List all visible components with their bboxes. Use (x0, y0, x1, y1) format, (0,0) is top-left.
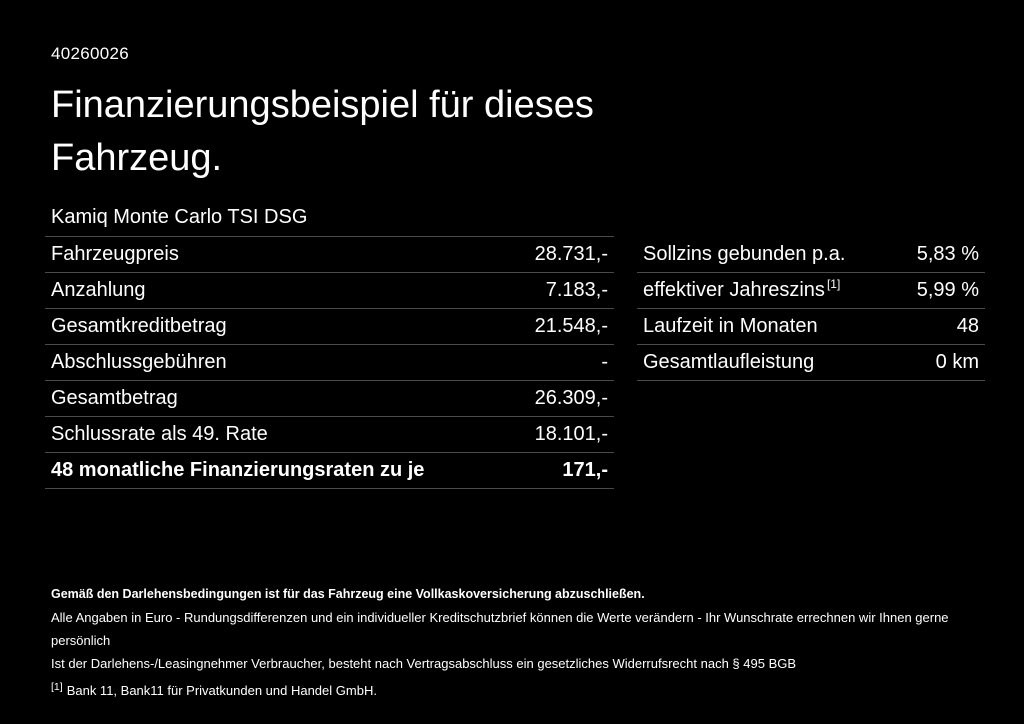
row-effektiver-jahreszins: effektiver Jahreszins [1] 5,99 % (637, 273, 985, 309)
cost-breakdown-table: Kamiq Monte Carlo TSI DSG Fahrzeugpreis … (45, 206, 614, 489)
row-value: - (601, 351, 608, 373)
row-abschlussgebuehren: Abschlussgebühren - (45, 345, 614, 381)
withdrawal-right-notice: Ist der Darlehens-/Leasingnehmer Verbrau… (51, 656, 797, 671)
row-value: 5,99 % (916, 279, 979, 301)
row-label: Laufzeit in Monaten (643, 315, 818, 337)
row-value: 0 km (935, 351, 979, 373)
row-value: 171,- (562, 459, 608, 481)
row-gesamtkreditbetrag: Gesamtkreditbetrag 21.548,- (45, 309, 614, 345)
row-label: Fahrzeugpreis (51, 243, 179, 265)
row-value: 28.731,- (534, 243, 608, 265)
row-schlussrate: Schlussrate als 49. Rate 18.101,- (45, 417, 614, 453)
row-sollzins: Sollzins gebunden p.a. 5,83 % (637, 237, 985, 273)
row-label: Sollzins gebunden p.a. (643, 243, 846, 265)
row-label: effektiver Jahreszins [1] (643, 277, 841, 302)
row-monatsrate: 48 monatliche Finanzierungsraten zu je 1… (45, 453, 614, 489)
row-fahrzeugpreis: Fahrzeugpreis 28.731,- (45, 237, 614, 273)
row-anzahlung: Anzahlung 7.183,- (45, 273, 614, 309)
row-value: 5,83 % (916, 243, 979, 265)
row-gesamtbetrag: Gesamtbetrag 26.309,- (45, 381, 614, 417)
row-label-text: effektiver Jahreszins (643, 279, 825, 301)
bank-footnote: [1] Bank 11, Bank11 für Privatkunden und … (51, 679, 985, 702)
row-label: Gesamtbetrag (51, 387, 178, 409)
vehicle-offer-id: 40260026 (51, 44, 130, 63)
row-value: 48 (956, 315, 979, 337)
row-label: Anzahlung (51, 279, 146, 301)
financing-example-page: 40260026 Finanzierungsbeispiel für diese… (45, 44, 985, 702)
legal-footer: Gemäß den Darlehensbedingungen ist für d… (45, 583, 985, 702)
row-label: Gesamtkreditbetrag (51, 315, 227, 337)
vehicle-model-name: Kamiq Monte Carlo TSI DSG (45, 206, 614, 237)
row-label: Schlussrate als 49. Rate (51, 423, 268, 445)
row-gesamtlaufleistung: Gesamtlaufleistung 0 km (637, 345, 985, 381)
euro-disclaimer: Alle Angaben in Euro - Rundungsdifferenz… (51, 610, 949, 648)
footnote-text: Bank 11, Bank11 für Privatkunden und Han… (66, 683, 377, 698)
row-laufzeit: Laufzeit in Monaten 48 (637, 309, 985, 345)
row-value: 26.309,- (534, 387, 608, 409)
financing-columns: Kamiq Monte Carlo TSI DSG Fahrzeugpreis … (45, 206, 985, 489)
row-label: Gesamtlaufleistung (643, 351, 815, 373)
footnote-marker: [1] (51, 680, 63, 693)
page-title: Finanzierungsbeispiel für dieses Fahrzeu… (51, 84, 594, 179)
row-label: Abschlussgebühren (51, 351, 227, 373)
row-value: 7.183,- (545, 279, 608, 301)
row-value: 21.548,- (534, 315, 608, 337)
footnote-reference: [1] (826, 277, 841, 292)
insurance-notice: Gemäß den Darlehensbedingungen ist für d… (51, 587, 645, 601)
conditions-table: Sollzins gebunden p.a. 5,83 % effektiver… (637, 237, 985, 381)
row-value: 18.101,- (534, 423, 608, 445)
row-label: 48 monatliche Finanzierungsraten zu je (51, 459, 425, 481)
